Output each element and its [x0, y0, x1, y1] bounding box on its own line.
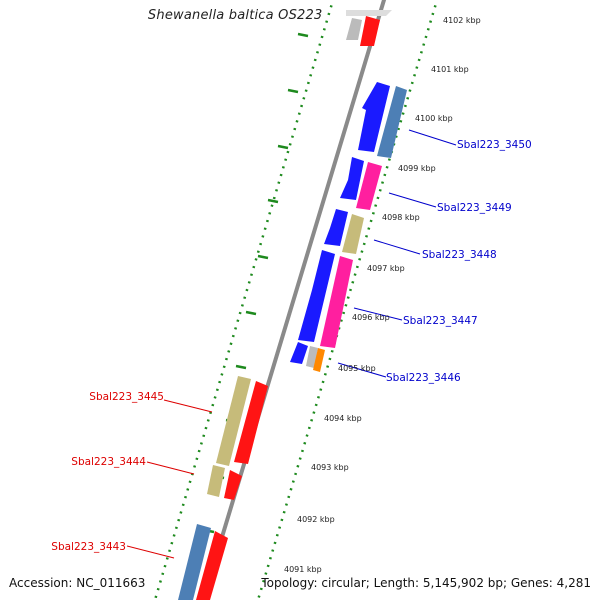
tick-label: 4100 kbp	[415, 114, 453, 123]
gene-sbal223-3444-red	[224, 470, 242, 500]
gene-sbal223-3449-blue	[340, 157, 364, 200]
gene-sbal223-3445-red	[234, 381, 268, 464]
gene-sbal223-3447-blue	[298, 250, 335, 342]
tick-label: 4098 kbp	[382, 213, 420, 222]
tick-label: 4091 kbp	[284, 565, 322, 574]
tick-label: 4095 kbp	[338, 364, 376, 373]
gene-label-forward: Sbal223_3449	[437, 202, 512, 214]
scale-labels: 4091 kbp 4092 kbp 4093 kbp 4094 kbp 4095…	[284, 16, 481, 574]
topology-label: Topology: circular; Length: 5,145,902 bp…	[261, 576, 591, 590]
gene-label-reverse: Sbal223_3445	[89, 391, 164, 403]
gene-sbal223-3449	[356, 162, 382, 210]
gene-label-forward: Sbal223_3447	[403, 315, 478, 327]
gene-label-reverse: Sbal223_3444	[71, 456, 146, 468]
gene-sbal223-3447	[320, 256, 353, 348]
tick-label: 4096 kbp	[352, 313, 390, 322]
gene-sbal223-3446-blue	[290, 342, 308, 364]
tick-label: 4097 kbp	[367, 264, 405, 273]
gene-sbal223-3444	[207, 465, 225, 497]
gene-sbal223-3448-blue	[324, 209, 348, 246]
tick-label: 4093 kbp	[311, 463, 349, 472]
tick-label: 4101 kbp	[431, 65, 469, 74]
gene-sbal223-3445	[216, 376, 251, 466]
gene-labels: Sbal223_3450 Sbal223_3449 Sbal223_3448 S…	[51, 139, 531, 553]
gene-sbal223-3443	[178, 524, 211, 600]
label-connectors	[126, 129, 457, 559]
gene-sbal223-3448	[342, 214, 364, 254]
tick-label: 4102 kbp	[443, 16, 481, 25]
forward-genes	[290, 10, 407, 372]
gene-sbal223-3450-blue	[358, 82, 390, 152]
tick-label: 4094 kbp	[324, 414, 362, 423]
tick-label: 4092 kbp	[297, 515, 335, 524]
gene-sbal223-3443-red	[196, 531, 228, 600]
gene-gray-top	[346, 18, 362, 40]
gene-sbal223-3446	[313, 348, 325, 372]
gene-sbal223-3450	[377, 86, 407, 158]
accession-label: Accession: NC_011663	[9, 576, 146, 590]
gene-label-forward: Sbal223_3446	[386, 372, 461, 384]
gene-label-reverse: Sbal223_3443	[51, 541, 126, 553]
gene-red-top	[360, 16, 380, 46]
gene-label-forward: Sbal223_3450	[457, 139, 532, 151]
gene-label-forward: Sbal223_3448	[422, 249, 497, 261]
reverse-genes	[178, 376, 268, 600]
tick-label: 4099 kbp	[398, 164, 436, 173]
